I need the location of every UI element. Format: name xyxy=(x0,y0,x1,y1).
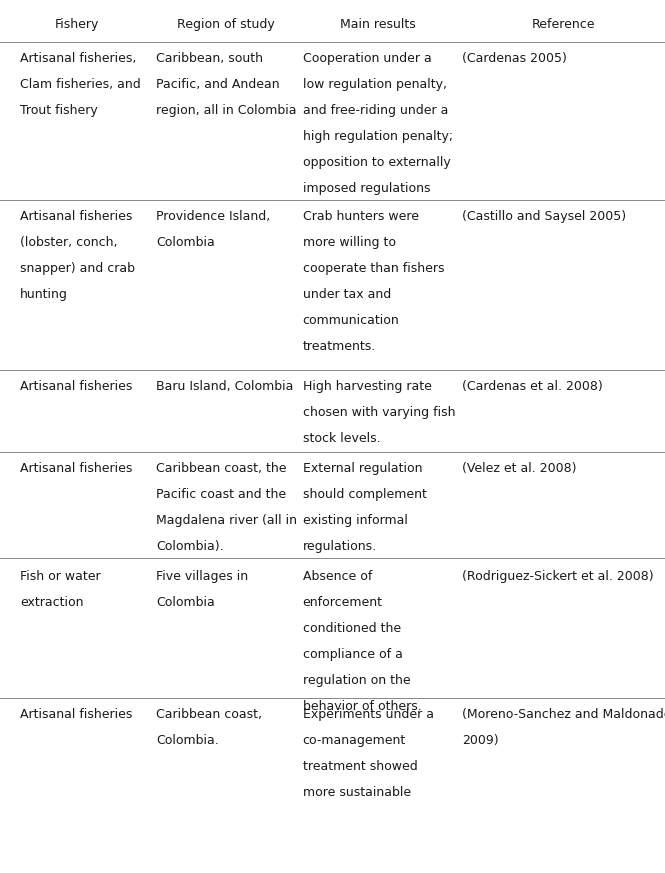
Text: extraction: extraction xyxy=(20,596,83,609)
Text: (Velez et al. 2008): (Velez et al. 2008) xyxy=(462,462,577,475)
Text: stock levels.: stock levels. xyxy=(303,432,380,445)
Text: Trout fishery: Trout fishery xyxy=(20,104,98,117)
Text: Colombia.: Colombia. xyxy=(156,734,219,747)
Text: treatments.: treatments. xyxy=(303,340,376,353)
Text: region, all in Colombia: region, all in Colombia xyxy=(156,104,297,117)
Text: and free-riding under a: and free-riding under a xyxy=(303,104,448,117)
Text: Experiments under a: Experiments under a xyxy=(303,708,434,721)
Text: High harvesting rate: High harvesting rate xyxy=(303,380,432,393)
Text: Baru Island, Colombia: Baru Island, Colombia xyxy=(156,380,294,393)
Text: 2009): 2009) xyxy=(462,734,499,747)
Text: Five villages in: Five villages in xyxy=(156,570,249,583)
Text: (Cardenas et al. 2008): (Cardenas et al. 2008) xyxy=(462,380,603,393)
Text: Colombia: Colombia xyxy=(156,596,215,609)
Text: Pacific coast and the: Pacific coast and the xyxy=(156,488,287,501)
Text: enforcement: enforcement xyxy=(303,596,382,609)
Text: External regulation: External regulation xyxy=(303,462,422,475)
Text: Artisanal fisheries,: Artisanal fisheries, xyxy=(20,52,136,65)
Text: (Rodriguez-Sickert et al. 2008): (Rodriguez-Sickert et al. 2008) xyxy=(462,570,654,583)
Text: Caribbean coast, the: Caribbean coast, the xyxy=(156,462,287,475)
Text: opposition to externally: opposition to externally xyxy=(303,156,450,169)
Text: high regulation penalty;: high regulation penalty; xyxy=(303,130,453,143)
Text: Artisanal fisheries: Artisanal fisheries xyxy=(20,210,132,223)
Text: cooperate than fishers: cooperate than fishers xyxy=(303,262,444,275)
Text: compliance of a: compliance of a xyxy=(303,648,402,661)
Text: more willing to: more willing to xyxy=(303,236,396,249)
Text: imposed regulations: imposed regulations xyxy=(303,182,430,195)
Text: Pacific, and Andean: Pacific, and Andean xyxy=(156,78,280,91)
Text: Main results: Main results xyxy=(340,18,416,31)
Text: should complement: should complement xyxy=(303,488,426,501)
Text: Absence of: Absence of xyxy=(303,570,372,583)
Text: Reference: Reference xyxy=(531,18,595,31)
Text: regulation on the: regulation on the xyxy=(303,674,410,687)
Text: Fish or water: Fish or water xyxy=(20,570,100,583)
Text: Region of study: Region of study xyxy=(178,18,275,31)
Text: co-management: co-management xyxy=(303,734,406,747)
Text: existing informal: existing informal xyxy=(303,514,408,527)
Text: Artisanal fisheries: Artisanal fisheries xyxy=(20,380,132,393)
Text: (Castillo and Saysel 2005): (Castillo and Saysel 2005) xyxy=(462,210,626,223)
Text: Providence Island,: Providence Island, xyxy=(156,210,271,223)
Text: hunting: hunting xyxy=(20,288,68,301)
Text: communication: communication xyxy=(303,314,399,327)
Text: treatment showed: treatment showed xyxy=(303,760,418,773)
Text: regulations.: regulations. xyxy=(303,540,376,553)
Text: more sustainable: more sustainable xyxy=(303,786,411,799)
Text: Cooperation under a: Cooperation under a xyxy=(303,52,432,65)
Text: under tax and: under tax and xyxy=(303,288,391,301)
Text: Colombia).: Colombia). xyxy=(156,540,224,553)
Text: Magdalena river (all in: Magdalena river (all in xyxy=(156,514,297,527)
Text: Colombia: Colombia xyxy=(156,236,215,249)
Text: Caribbean, south: Caribbean, south xyxy=(156,52,263,65)
Text: snapper) and crab: snapper) and crab xyxy=(20,262,135,275)
Text: conditioned the: conditioned the xyxy=(303,622,401,635)
Text: (lobster, conch,: (lobster, conch, xyxy=(20,236,118,249)
Text: Artisanal fisheries: Artisanal fisheries xyxy=(20,708,132,721)
Text: (Moreno-Sanchez and Maldonado: (Moreno-Sanchez and Maldonado xyxy=(462,708,665,721)
Text: behavior of others.: behavior of others. xyxy=(303,700,422,713)
Text: Fishery: Fishery xyxy=(55,18,98,31)
Text: low regulation penalty,: low regulation penalty, xyxy=(303,78,447,91)
Text: Caribbean coast,: Caribbean coast, xyxy=(156,708,262,721)
Text: chosen with varying fish: chosen with varying fish xyxy=(303,406,455,419)
Text: (Cardenas 2005): (Cardenas 2005) xyxy=(462,52,567,65)
Text: Clam fisheries, and: Clam fisheries, and xyxy=(20,78,141,91)
Text: Artisanal fisheries: Artisanal fisheries xyxy=(20,462,132,475)
Text: Crab hunters were: Crab hunters were xyxy=(303,210,418,223)
